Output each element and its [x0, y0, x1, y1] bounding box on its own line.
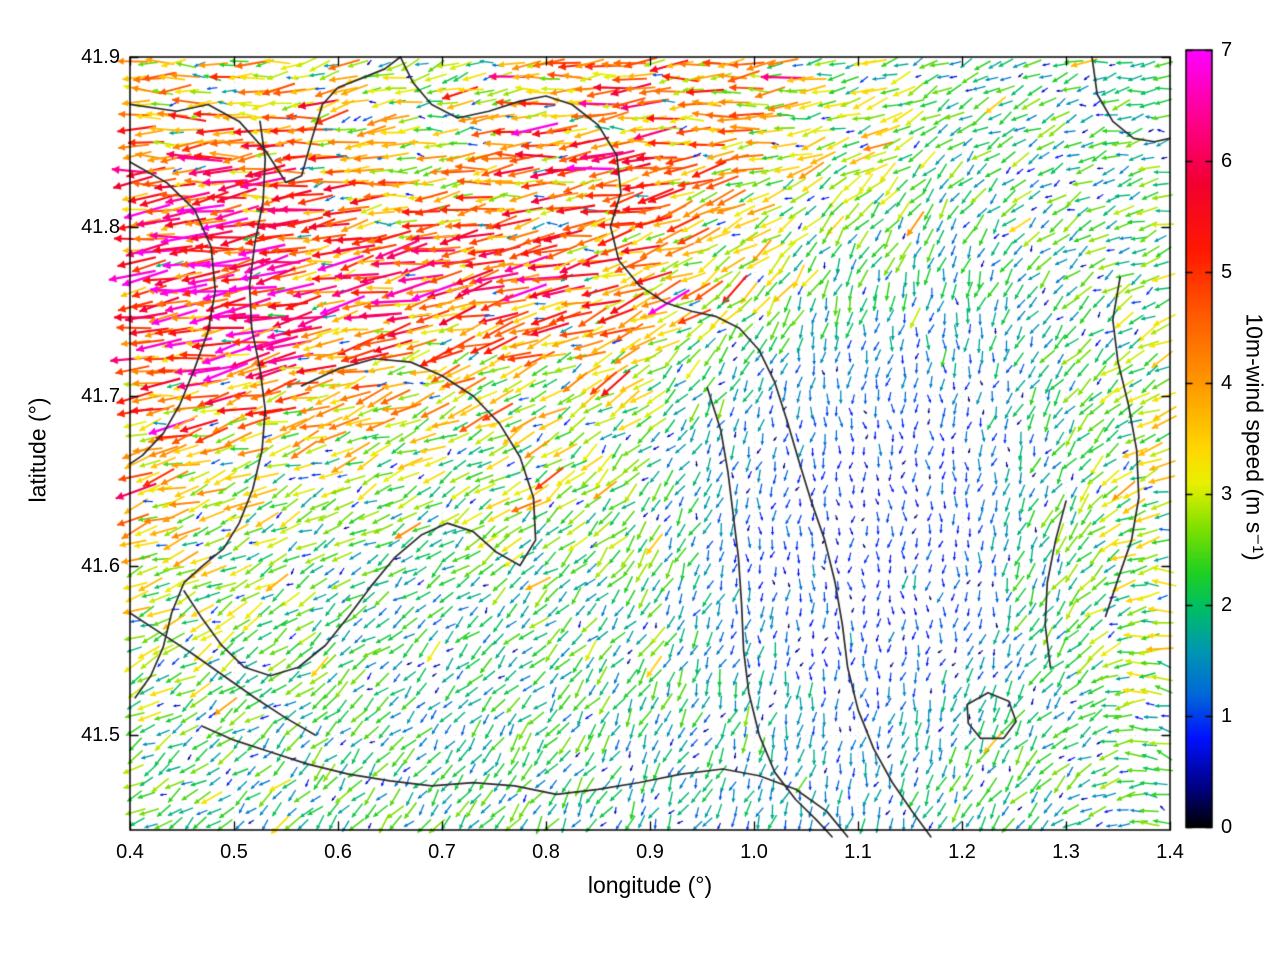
- colorbar-label: 10m-wind speed (m s⁻¹): [1241, 313, 1268, 561]
- y-tick-label: 41.9: [81, 46, 120, 68]
- colorbar-tick-label: 5: [1221, 261, 1233, 283]
- colorbar-tick-label: 4: [1221, 372, 1233, 394]
- y-tick-label: 41.6: [81, 554, 120, 577]
- colorbar-tick-label: 3: [1221, 483, 1233, 505]
- colorbar-tick-label: 1: [1221, 705, 1233, 727]
- x-axis-label: longitude (°): [587, 872, 713, 898]
- x-tick-label: 1.4: [1156, 841, 1184, 863]
- x-tick-label: 0.5: [220, 841, 248, 863]
- x-tick-label: 1.0: [740, 841, 768, 863]
- x-tick-label: 1.2: [948, 841, 976, 863]
- x-tick-label: 0.8: [532, 841, 560, 863]
- x-tick-label: 0.4: [116, 841, 144, 863]
- x-tick-label: 0.9: [636, 841, 664, 863]
- y-axis-label: latitude (°): [24, 397, 51, 503]
- colorbar-tick-label: 7: [1221, 39, 1233, 61]
- y-tick-label: 41.5: [81, 724, 120, 747]
- x-tick-label: 1.1: [844, 841, 872, 863]
- y-tick-label: 41.7: [81, 385, 120, 408]
- colorbar-tick-label: 0: [1221, 816, 1233, 838]
- x-tick-label: 1.3: [1052, 841, 1080, 863]
- colorbar-tick-label: 2: [1221, 594, 1233, 616]
- colorbar-tick-label: 6: [1221, 150, 1233, 172]
- x-tick-label: 0.6: [324, 841, 352, 863]
- y-tick-label: 41.8: [81, 215, 120, 238]
- x-tick-label: 0.7: [428, 841, 456, 863]
